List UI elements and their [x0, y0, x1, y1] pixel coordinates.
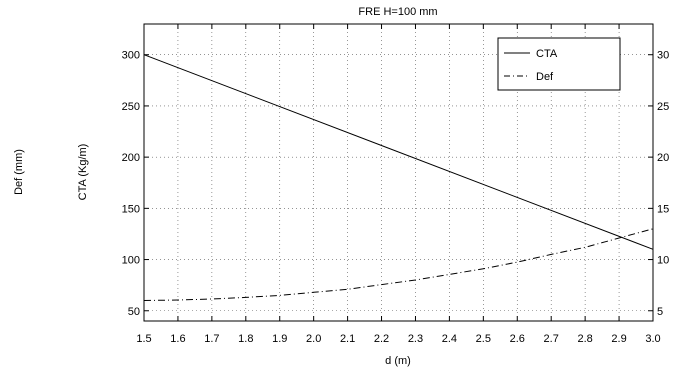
y-tick-label-right: 25 [657, 101, 669, 113]
x-tick-label: 1.9 [272, 333, 287, 345]
series-line-def [143, 228, 654, 301]
x-tick-label: 2.5 [476, 333, 491, 345]
x-tick-label: 2.3 [408, 333, 423, 345]
y-tick-label-left: 50 [128, 306, 140, 318]
x-tick-label: 2.8 [577, 333, 592, 345]
chart-title: FRE H=100 mm [358, 6, 437, 18]
x-tick-label: 1.6 [170, 333, 185, 345]
plot-frame [143, 23, 654, 322]
x-tick-label: 2.9 [611, 333, 626, 345]
legend-label-cta: CTA [536, 48, 558, 60]
y-tick-label-left: 150 [122, 203, 140, 215]
y-tick-label-right: 15 [657, 203, 669, 215]
legend: CTA Def [497, 37, 621, 91]
axis-tick-labels: 1.5 1.6 1.7 1.8 1.9 2.0 2.1 2.2 2.3 2.4 2.5 2.6 2.7 2… [122, 50, 670, 345]
axis-ticks [143, 24, 654, 321]
x-tick-label: 3.0 [645, 333, 660, 345]
x-tick-label: 2.2 [374, 333, 389, 345]
series-layer [143, 54, 654, 301]
y-tick-label-right: 5 [657, 306, 663, 318]
x-tick-label: 2.1 [340, 333, 355, 345]
x-tick-label: 1.5 [136, 333, 151, 345]
x-tick-label: 1.8 [238, 333, 253, 345]
x-tick-label: 2.7 [544, 333, 559, 345]
legend-label-def: Def [536, 71, 554, 83]
y-tick-label-right: 10 [657, 255, 669, 267]
y-tick-label-right: 30 [657, 50, 669, 62]
x-tick-label: 2.6 [510, 333, 525, 345]
x-tick-label: 1.7 [204, 333, 219, 345]
y-tick-label-left: 300 [122, 50, 140, 62]
y-tick-label-left: 200 [122, 152, 140, 164]
x-tick-label: 2.0 [306, 333, 321, 345]
y-tick-label-right: 20 [657, 152, 669, 164]
x-axis-title: d (m) [385, 355, 411, 367]
series-line-cta [143, 54, 654, 250]
x-tick-label: 2.4 [442, 333, 457, 345]
y-tick-label-left: 100 [122, 255, 140, 267]
y-tick-label-left: 250 [122, 101, 140, 113]
y-axis-title-cta: CTA (Kg/m) [77, 144, 89, 201]
legend-box [497, 37, 621, 91]
y-axis-title-def: Def (mm) [13, 149, 25, 195]
